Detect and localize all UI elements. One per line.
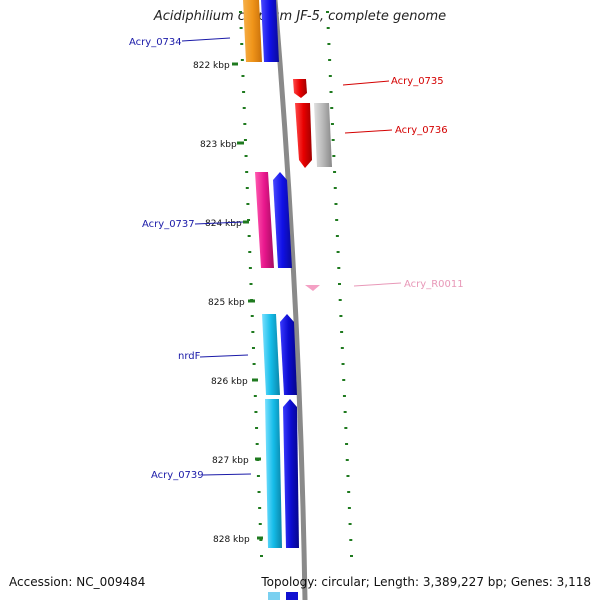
gene-acry-0736-arrow[interactable] (295, 103, 312, 168)
kbp-label: 824 kbp (205, 219, 242, 229)
kbp-label: 822 kbp (193, 61, 230, 71)
gene-top-blue-arrow[interactable] (261, 0, 279, 62)
gene-label-acry-0735[interactable]: Acry_0735 (391, 76, 444, 87)
gene-bottom-cyan-partial[interactable] (268, 592, 280, 600)
kbp-label: 826 kbp (211, 377, 248, 387)
map-title: Acidiphilium cryptum JF-5, complete geno… (153, 9, 447, 24)
leader-acry-0735 (342, 80, 390, 86)
gene-label-acry-0736[interactable]: Acry_0736 (395, 125, 448, 136)
topology-label: Topology: circular; Length: 3,389,227 bp… (261, 575, 591, 589)
leader-acry-0734 (181, 37, 231, 42)
kbp-label: 827 kbp (212, 456, 249, 466)
leader-acry-0739 (202, 473, 252, 476)
gene-gray-arrow[interactable] (314, 103, 332, 167)
gene-acry-0739-arrow[interactable] (265, 399, 282, 548)
gene-acry-0735-arrow[interactable] (293, 79, 307, 98)
leader-acry-0736 (344, 129, 393, 134)
gene-label-nrdf[interactable]: nrdF (178, 351, 201, 362)
kbp-label: 823 kbp (200, 140, 237, 150)
gene-label-acry-0734[interactable]: Acry_0734 (129, 37, 182, 48)
leader-acry-r0011 (353, 282, 402, 287)
inner-tick-track (239, 11, 263, 557)
gene-acry-r0011-arrow[interactable] (305, 285, 320, 291)
gene-blue-0737b-arrow[interactable] (273, 172, 292, 268)
leader-nrdf (199, 354, 249, 358)
genome-backbone (272, 0, 308, 600)
gene-acry-0734-arrow[interactable] (243, 0, 262, 62)
gene-label-acry-0737[interactable]: Acry_0737 (142, 219, 195, 230)
leader-acry-0737 (194, 221, 244, 225)
outer-tick-track (326, 11, 353, 557)
accession-label: Accession: NC_009484 (9, 575, 146, 589)
kbp-label: 828 kbp (213, 535, 250, 545)
kbp-scale: 822 kbp 823 kbp 824 kbp 825 kbp 826 kbp … (193, 61, 263, 545)
kbp-label: 825 kbp (208, 298, 245, 308)
gene-acry-0739-navy-arrow[interactable] (283, 399, 299, 548)
gene-nrdf-arrow[interactable] (262, 314, 280, 395)
gene-label-acry-r0011[interactable]: Acry_R0011 (404, 279, 464, 290)
gene-nrdf-navy-arrow[interactable] (280, 314, 297, 395)
gene-acry-0737-arrow[interactable] (255, 172, 274, 268)
gene-bottom-navy-partial[interactable] (286, 592, 298, 600)
gene-label-acry-0739[interactable]: Acry_0739 (151, 470, 204, 481)
